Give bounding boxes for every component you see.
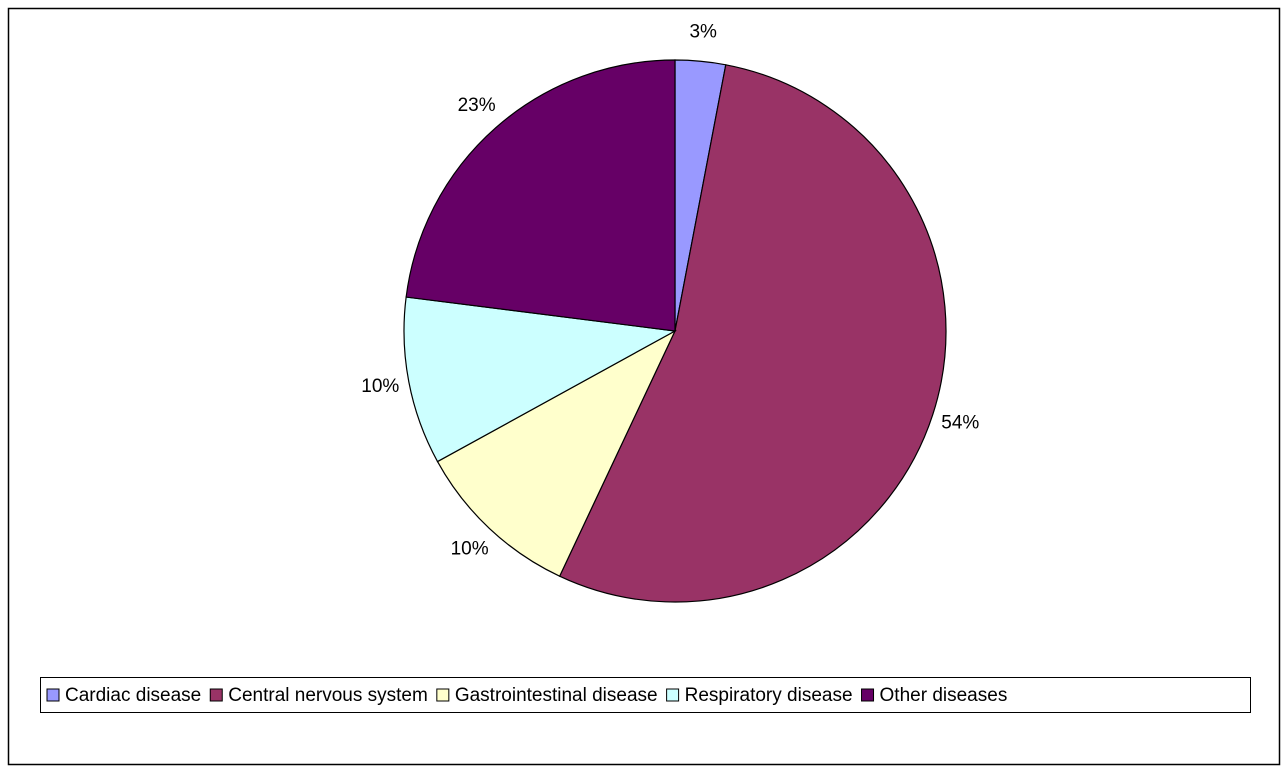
pie-slice: [436, 329, 677, 578]
legend-label: Other diseases: [880, 685, 1008, 706]
legend-swatch: [46, 688, 60, 702]
legend-label: Cardiac disease: [65, 685, 201, 706]
legend-swatch: [209, 688, 223, 702]
data-label: 10%: [451, 539, 489, 560]
legend-label: Respiratory disease: [685, 685, 853, 706]
data-label: 10%: [361, 376, 399, 397]
data-label: 3%: [689, 21, 717, 42]
pie-slice: [558, 64, 947, 603]
legend-label: Central nervous system: [228, 685, 428, 706]
pie-slice: [405, 59, 676, 332]
legend-swatch: [436, 688, 450, 702]
pie-slice: [403, 296, 677, 463]
legend-swatch: [861, 688, 875, 702]
legend-box: [40, 677, 1251, 713]
data-label: 54%: [941, 413, 979, 434]
legend-swatch: [666, 688, 680, 702]
legend-label: Gastrointestinal disease: [455, 685, 658, 706]
data-label: 23%: [458, 95, 496, 116]
